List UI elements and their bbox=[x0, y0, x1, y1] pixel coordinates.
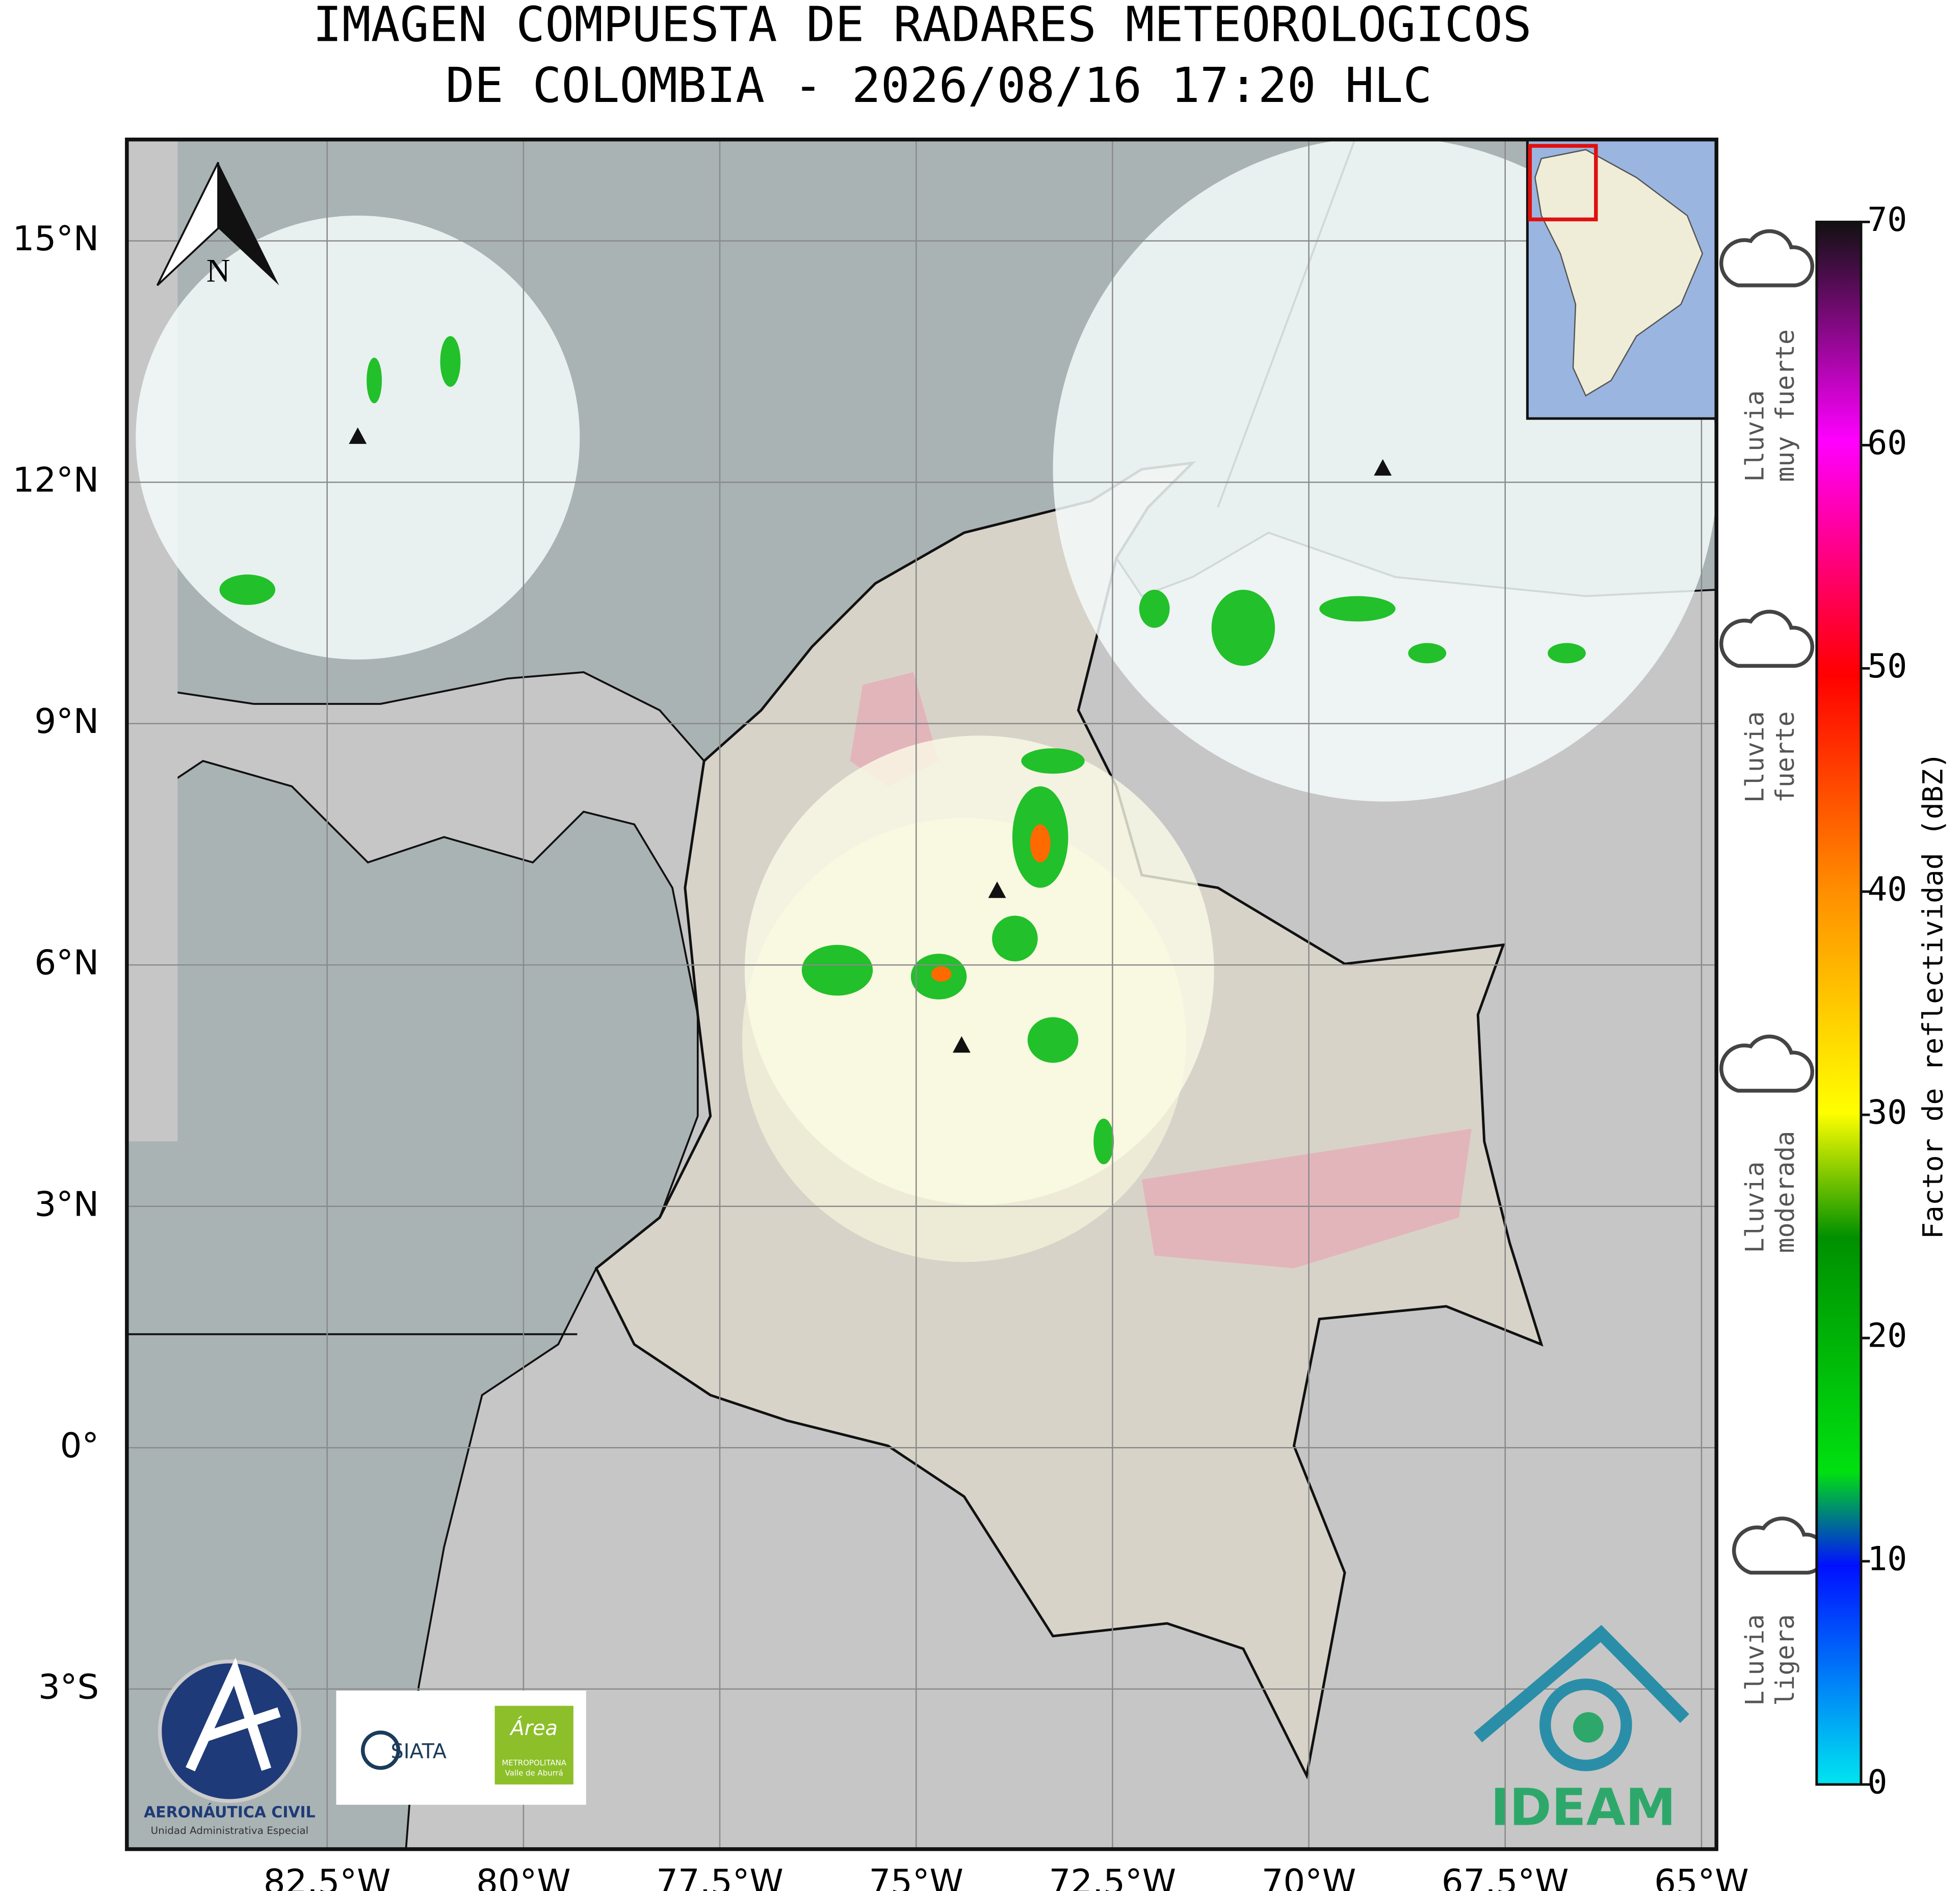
legend-label: fuerte bbox=[1770, 711, 1800, 803]
legend-label: Lluvia bbox=[1740, 1614, 1769, 1706]
colorbar-tick-label: 50 bbox=[1867, 647, 1907, 686]
y-tick-label: 6°N bbox=[35, 943, 99, 983]
y-tick-label: 9°N bbox=[35, 701, 99, 741]
x-tick-label: 77.5°W bbox=[656, 1862, 783, 1891]
aerocivil-logo: AERONÁUTICA CIVIL Unidad Administrativa … bbox=[144, 1658, 316, 1836]
colorbar-tick-label: 30 bbox=[1867, 1094, 1907, 1132]
logo-text: SIATA bbox=[390, 1740, 447, 1763]
x-tick-label: 82.5°W bbox=[264, 1862, 391, 1891]
land bbox=[126, 139, 178, 1142]
colorbar-tick-label: 20 bbox=[1867, 1317, 1907, 1355]
legend-label: Lluvia bbox=[1740, 1162, 1769, 1253]
x-tick-label: 70°W bbox=[1262, 1862, 1356, 1891]
ideam-logo: IDEAM bbox=[1474, 1624, 1689, 1837]
colorbar-tick-label: 0 bbox=[1867, 1764, 1887, 1802]
logo-text: IDEAM bbox=[1491, 1779, 1676, 1837]
y-tick-label: 3°N bbox=[35, 1184, 99, 1224]
colorbar-tick-label: 10 bbox=[1867, 1540, 1907, 1579]
y-tick-label: 12°N bbox=[13, 460, 99, 500]
colorbar-label: Factor de reflectividad (dBZ) bbox=[1916, 752, 1949, 1240]
north-label: N bbox=[206, 252, 230, 288]
grid bbox=[126, 139, 1717, 1849]
legend: Lluvia muy fuerte Lluvia fuerte Lluvia m… bbox=[1719, 229, 1827, 1706]
y-tick-label: 3°S bbox=[38, 1667, 99, 1706]
title-line: DE COLOMBIA - 2026/08/16 17:20 HLC bbox=[446, 58, 1432, 114]
map-area: N AERONÁUTICA CIVIL Unidad Administrativ… bbox=[126, 139, 1717, 1849]
x-tick-label: 72.5°W bbox=[1049, 1862, 1177, 1891]
logo-text: Área bbox=[509, 1716, 557, 1740]
y-tick-label: 0° bbox=[60, 1426, 99, 1465]
y-tick-label: 15°N bbox=[13, 219, 99, 258]
logo-text: Unidad Administrativa Especial bbox=[151, 1825, 309, 1836]
colorbar-tick-label: 40 bbox=[1867, 871, 1907, 909]
legend-label: ligera bbox=[1770, 1614, 1800, 1706]
region bbox=[1141, 1128, 1472, 1269]
title-line: IMAGEN COMPUESTA DE RADARES METEOROLOGIC… bbox=[313, 0, 1532, 53]
legend-label: Lluvia bbox=[1740, 711, 1769, 803]
legend-label: moderada bbox=[1770, 1131, 1800, 1253]
siata-area-logo: SIATA Área METROPOLITANA Valle de Aburrá bbox=[336, 1690, 586, 1805]
radar-coverage bbox=[742, 818, 1186, 1262]
colorbar bbox=[1815, 220, 1863, 1786]
map-frame bbox=[125, 137, 1718, 1851]
colorbar-ticks: 0 10 20 30 40 50 60 70 bbox=[1861, 201, 1907, 1802]
colorbar-tick-label: 60 bbox=[1867, 424, 1907, 462]
colorbar-tick-label: 70 bbox=[1867, 201, 1907, 239]
x-tick-label: 75°W bbox=[869, 1862, 963, 1891]
inset-map bbox=[1526, 139, 1717, 420]
logo-text: METROPOLITANA bbox=[502, 1758, 566, 1768]
legend-label: muy fuerte bbox=[1770, 329, 1800, 482]
x-tick-label: 65°W bbox=[1654, 1862, 1748, 1891]
logo-text: Valle de Aburrá bbox=[505, 1769, 563, 1778]
x-tick-label: 80°W bbox=[476, 1862, 570, 1891]
legend-label: Lluvia bbox=[1740, 390, 1769, 482]
x-tick-label: 67.5°W bbox=[1442, 1862, 1569, 1891]
logo-text: AERONÁUTICA CIVIL bbox=[144, 1803, 316, 1822]
radar-sites bbox=[349, 427, 1392, 1053]
